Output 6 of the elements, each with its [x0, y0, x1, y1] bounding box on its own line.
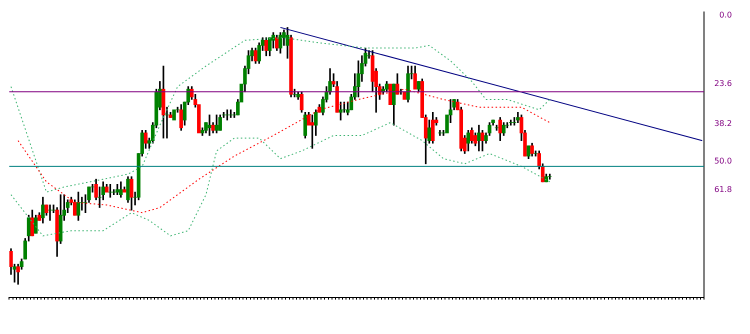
- text: 61.8: [714, 184, 732, 194]
- text: 23.6: [714, 79, 732, 88]
- text: 0.0: [719, 10, 732, 20]
- text: 38.2: [714, 119, 732, 128]
- candlestick: [172, 109, 176, 120]
- text: 50.0: [714, 156, 732, 166]
